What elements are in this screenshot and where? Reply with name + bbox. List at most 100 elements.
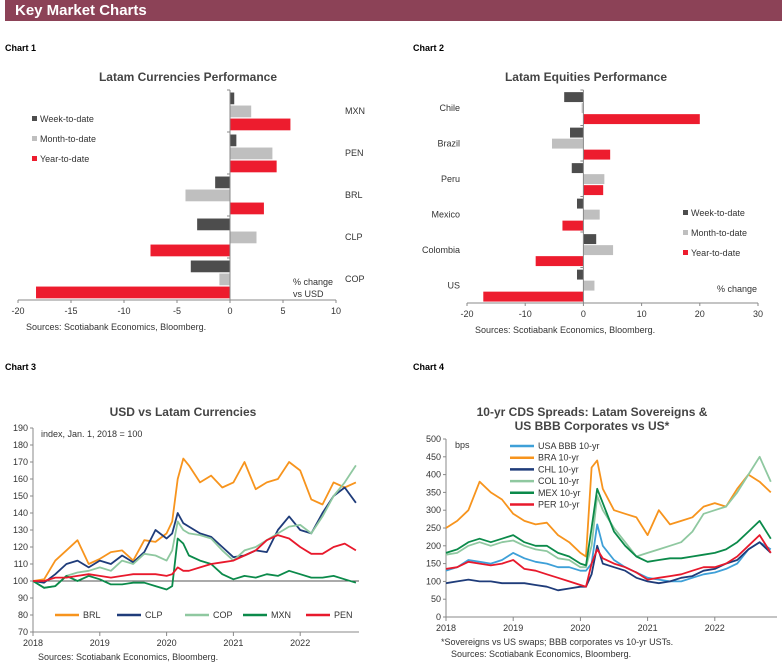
legend-label: Month-to-date: [40, 134, 96, 144]
category-label: PEN: [345, 148, 364, 158]
bar-mexico-week-to-date: [576, 198, 584, 209]
x-tick-label: -5: [173, 306, 181, 316]
source-note: Sources: Scotiabank Economics, Bloomberg…: [38, 652, 218, 662]
y-tick-label: 400: [426, 470, 441, 480]
x-tick-label: -15: [64, 306, 77, 316]
bar-mexico-month-to-date: [583, 209, 600, 220]
category-label: Mexico: [431, 209, 460, 219]
chart-2-label: Chart 2: [413, 43, 445, 53]
series-line-brl: [32, 457, 357, 582]
legend-swatch: [32, 136, 37, 141]
x-tick-label: 0: [227, 306, 232, 316]
series-line-per-10-yr: [445, 534, 772, 588]
x-tick-label: 20: [695, 309, 705, 319]
y-tick-label: 100: [13, 576, 28, 586]
unit-note: % change: [717, 284, 757, 294]
y-tick-label: 100: [426, 576, 441, 586]
legend-swatch: [32, 156, 37, 161]
bar-chile-week-to-date: [564, 92, 584, 103]
y-tick-label: 70: [18, 627, 28, 637]
legend-label: MEX 10-yr: [538, 488, 581, 498]
bar-mxn-year-to-date: [230, 118, 291, 131]
series-line-clp: [32, 486, 357, 584]
bar-us-week-to-date: [576, 269, 584, 280]
chart-title: USD vs Latam Currencies: [110, 405, 257, 419]
legend-label: USA BBB 10-yr: [538, 441, 600, 451]
legend-label: PER 10-yr: [538, 500, 580, 510]
x-tick-label: 2019: [90, 638, 110, 648]
y-unit-label: bps: [455, 440, 470, 450]
unit-note: % change: [293, 277, 333, 287]
category-label: COP: [345, 274, 365, 284]
chart-title: 10-yr CDS Spreads: Latam Sovereigns &: [477, 405, 708, 419]
y-tick-label: 300: [426, 505, 441, 515]
legend-label: Month-to-date: [691, 228, 747, 238]
x-tick-label: -10: [519, 309, 532, 319]
bar-chile-month-to-date: [581, 103, 584, 114]
chart-title: Latam Currencies Performance: [99, 70, 277, 84]
bar-colombia-year-to-date: [535, 256, 584, 267]
x-tick-label: 10: [637, 309, 647, 319]
x-tick-label: -10: [117, 306, 130, 316]
bar-mxn-month-to-date: [230, 105, 252, 118]
legend-label: BRL: [83, 610, 101, 620]
bar-cop-month-to-date: [219, 273, 230, 286]
series-line-mxn: [32, 537, 357, 591]
bar-brazil-month-to-date: [551, 138, 584, 149]
y-tick-label: 90: [18, 593, 28, 603]
chart-title: US BBB Corporates vs US*: [515, 419, 670, 433]
y-tick-label: 110: [14, 559, 28, 569]
source-note: Sources: Scotiabank Economics, Bloomberg…: [451, 649, 631, 659]
x-tick-label: 2022: [705, 623, 725, 633]
category-label: MXN: [345, 106, 365, 116]
legend-label: CLP: [145, 610, 163, 620]
bar-us-month-to-date: [583, 280, 595, 291]
index-note: index, Jan. 1, 2018 = 100: [41, 429, 142, 439]
legend-swatch: [32, 116, 37, 121]
legend-label: MXN: [271, 610, 291, 620]
x-tick-label: 2018: [436, 623, 456, 633]
y-tick-label: 450: [426, 452, 441, 462]
legend-swatch: [683, 250, 688, 255]
bar-pen-month-to-date: [230, 147, 273, 160]
category-label: Colombia: [422, 245, 460, 255]
y-tick-label: 350: [426, 487, 441, 497]
series-line-pen: [33, 534, 357, 582]
footnote: *Sovereigns vs US swaps; BBB corporates …: [441, 637, 673, 647]
legend-label: Year-to-date: [40, 154, 89, 164]
series-line-chl-10-yr: [445, 541, 772, 592]
x-tick-label: 2022: [290, 638, 310, 648]
series-line-usa-bbb-10-yr: [445, 523, 772, 583]
bar-colombia-month-to-date: [583, 245, 614, 256]
y-tick-label: 200: [426, 541, 441, 551]
x-tick-label: 2021: [223, 638, 243, 648]
bar-us-year-to-date: [483, 291, 584, 302]
series-line-bra-10-yr: [445, 459, 772, 558]
y-tick-label: 150: [13, 491, 28, 501]
bar-brl-week-to-date: [215, 176, 230, 189]
x-tick-label: 2021: [638, 623, 658, 633]
category-label: CLP: [345, 232, 363, 242]
legend-swatch: [683, 230, 688, 235]
source-note: Sources: Scotiabank Economics, Bloomberg…: [26, 322, 206, 332]
bar-brl-month-to-date: [185, 189, 230, 202]
y-tick-label: 50: [431, 594, 441, 604]
series-line-col-10-yr: [445, 455, 772, 569]
y-tick-label: 500: [426, 434, 441, 444]
x-tick-label: -20: [11, 306, 24, 316]
series-line-cop: [32, 464, 357, 589]
category-label: Peru: [441, 174, 460, 184]
category-label: US: [447, 280, 460, 290]
x-tick-label: 10: [331, 306, 341, 316]
legend-label: Week-to-date: [691, 208, 745, 218]
bar-brl-year-to-date: [230, 202, 264, 215]
legend-label: Year-to-date: [691, 248, 740, 258]
bar-clp-month-to-date: [230, 231, 257, 244]
y-tick-label: 140: [13, 508, 28, 518]
chart-title: Latam Equities Performance: [505, 70, 667, 84]
y-tick-label: 0: [436, 612, 441, 622]
x-tick-label: 2018: [23, 638, 43, 648]
bar-brazil-year-to-date: [583, 149, 611, 160]
chart-1-label: Chart 1: [5, 43, 37, 53]
